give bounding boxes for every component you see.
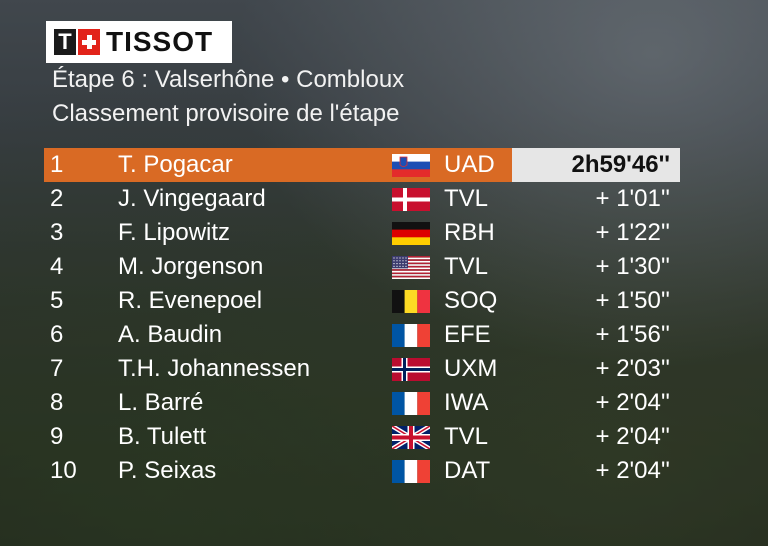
rank: 5 bbox=[50, 287, 64, 314]
team-code: DAT bbox=[444, 457, 491, 484]
usa-flag-icon bbox=[392, 256, 430, 279]
time: + 2'03'' bbox=[595, 355, 670, 382]
team-code: TVL bbox=[444, 253, 489, 280]
time: + 2'04'' bbox=[595, 423, 670, 450]
team-code: RBH bbox=[444, 219, 495, 246]
standings-row-2: 2 J. Vingegaard TVL + 1'01'' bbox=[44, 182, 682, 216]
rank: 7 bbox=[50, 355, 64, 382]
time: + 2'04'' bbox=[595, 389, 670, 416]
rank: 2 bbox=[50, 185, 64, 212]
rank: 10 bbox=[50, 457, 77, 484]
standings-table: 1 T. Pogacar UAD 2h59'46'' 2 J. Vingegaa… bbox=[44, 148, 682, 488]
team-code: TVL bbox=[444, 423, 489, 450]
tissot-logo: T TISSOT bbox=[46, 21, 232, 63]
rider-name: J. Vingegaard bbox=[118, 185, 266, 212]
norway-flag-icon bbox=[392, 358, 430, 381]
standings-row-9: 9 B. Tulett TVL + 2'04'' bbox=[44, 420, 682, 454]
time: + 1'30'' bbox=[595, 253, 670, 280]
rider-name: R. Evenepoel bbox=[118, 287, 263, 314]
team-code: EFE bbox=[444, 321, 491, 348]
france-flag-icon bbox=[392, 324, 430, 347]
rider-name: B. Tulett bbox=[118, 423, 207, 450]
standings-row-4: 4 M. Jorgenson TVL + 1'30'' bbox=[44, 250, 682, 284]
belgium-flag-icon bbox=[392, 290, 430, 313]
uk-flag-icon bbox=[392, 426, 430, 449]
team-code: TVL bbox=[444, 185, 489, 212]
rank: 3 bbox=[50, 219, 64, 246]
rank: 4 bbox=[50, 253, 64, 280]
rank: 1 bbox=[50, 151, 64, 178]
france-flag-icon bbox=[392, 392, 430, 415]
time: 2h59'46'' bbox=[571, 151, 670, 178]
stage-title: Étape 6 : Valserhône • Combloux bbox=[52, 66, 405, 93]
team-code: IWA bbox=[444, 389, 489, 416]
time: + 1'22'' bbox=[595, 219, 670, 246]
standings-row-10: 10 P. Seixas DAT + 2'04'' bbox=[44, 454, 682, 488]
leader-time-box bbox=[512, 148, 680, 182]
standings-row-6: 6 A. Baudin EFE + 1'56'' bbox=[44, 318, 682, 352]
rider-name: T.H. Johannessen bbox=[118, 355, 311, 382]
swiss-cross-icon bbox=[78, 29, 100, 55]
time: + 1'50'' bbox=[595, 287, 670, 314]
time: + 1'01'' bbox=[595, 185, 670, 212]
standings-subtitle: Classement provisoire de l'étape bbox=[52, 100, 400, 127]
rank: 9 bbox=[50, 423, 64, 450]
team-code: UXM bbox=[444, 355, 498, 382]
denmark-flag-icon bbox=[392, 188, 430, 211]
rider-name: M. Jorgenson bbox=[118, 253, 264, 280]
time: + 2'04'' bbox=[595, 457, 670, 484]
brand-name: TISSOT bbox=[106, 26, 214, 57]
france-flag-icon bbox=[392, 460, 430, 483]
standings-row-5: 5 R. Evenepoel SOQ + 1'50'' bbox=[44, 284, 682, 318]
team-code: UAD bbox=[444, 151, 495, 178]
rider-name: P. Seixas bbox=[118, 457, 217, 484]
tissot-t-icon: T bbox=[54, 29, 76, 55]
team-code: SOQ bbox=[444, 287, 498, 314]
germany-flag-icon bbox=[392, 222, 430, 245]
rider-name: T. Pogacar bbox=[118, 151, 233, 178]
standings-row-1: 1 T. Pogacar UAD 2h59'46'' bbox=[44, 148, 682, 182]
rank: 6 bbox=[50, 321, 64, 348]
standings-row-7: 7 T.H. Johannessen UXM + 2'03'' bbox=[44, 352, 682, 386]
rider-name: F. Lipowitz bbox=[118, 219, 231, 246]
time: + 1'56'' bbox=[595, 321, 670, 348]
leader-highlight-bar bbox=[44, 148, 512, 182]
rider-name: L. Barré bbox=[118, 389, 204, 416]
standings-row-8: 8 L. Barré IWA + 2'04'' bbox=[44, 386, 682, 420]
standings-row-3: 3 F. Lipowitz RBH + 1'22'' bbox=[44, 216, 682, 250]
rank: 8 bbox=[50, 389, 64, 416]
slovenia-flag-icon bbox=[392, 154, 430, 177]
rider-name: A. Baudin bbox=[118, 321, 223, 348]
tissot-logo-mark-icon: T bbox=[54, 29, 100, 55]
